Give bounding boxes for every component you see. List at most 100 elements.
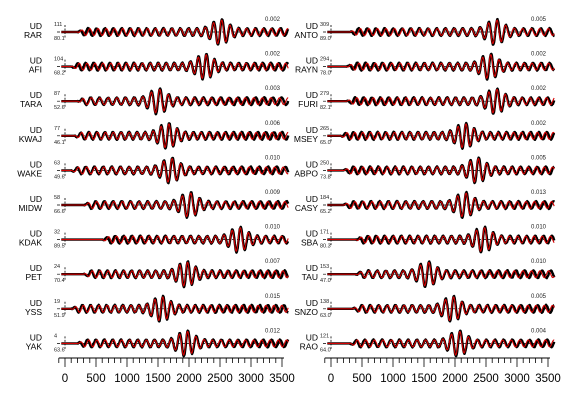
distance-label: 78.0 [320,71,331,77]
amplitude-label: 0.007 [265,259,281,265]
amplitude-label: 0.004 [531,328,547,334]
component-label: UD [30,21,42,31]
amplitude-label: 0.010 [531,259,547,265]
distance-label: 46.1 [54,140,65,146]
component-label: UD [306,90,318,100]
station-label: AFI [29,65,42,75]
azimuth-label: 111 [54,22,62,28]
observed-waveform [60,260,290,289]
station-label: RAYN [295,65,318,75]
tick-label: 1000 [114,373,140,385]
azimuth-label: 279 [320,91,329,97]
station-label: MIDW [18,203,42,213]
component-label: UD [30,229,42,239]
distance-label: 68.2 [54,71,65,77]
tick-label: 3500 [535,373,561,385]
amplitude-label: 0.002 [531,121,547,127]
synthetic-waveform [61,296,289,322]
distance-label: 80.1 [54,36,65,42]
distance-label: 89.5 [54,244,65,250]
tick-label: 500 [352,373,371,385]
tick-label: 1000 [380,373,406,385]
synthetic-waveform [327,19,555,45]
synthetic-waveform [327,331,555,356]
station-label: ABPO [294,168,318,178]
station-label: TAU [302,272,318,282]
tick-label: 3500 [269,373,295,385]
synthetic-waveform [61,88,289,114]
synthetic-waveform [327,158,555,183]
distance-label: 63.0 [320,313,331,319]
panel-2: UDANTO30989.00.005UDRAYN29478.00.002UDFU… [294,17,561,385]
distance-label: 63.6 [54,347,65,353]
distance-label: 64.0 [320,347,331,353]
synthetic-waveform [61,261,289,287]
azimuth-label: 121 [320,333,329,339]
amplitude-label: 0.006 [265,121,281,127]
tick-label: 2500 [473,373,499,385]
azimuth-label: 138 [320,299,329,305]
azimuth-label: 32 [54,230,60,236]
synthetic-waveform [327,227,555,252]
azimuth-label: 58 [54,195,60,201]
azimuth-label: 19 [54,299,60,305]
distance-label: 52.6 [54,105,65,111]
distance-label: 65.2 [320,209,331,215]
amplitude-label: 0.010 [265,225,281,231]
x-axis-2: 0 500 1000 1500 2000 2500 3000 3500 [324,357,561,385]
station-label: PET [25,272,42,282]
tick-label: 0 [328,373,334,385]
synthetic-waveform [61,227,289,252]
azimuth-label: 294 [320,57,329,63]
component-label: UD [30,263,42,273]
component-label: UD [306,125,318,135]
x-axis-1: 0 500 1000 1500 2000 2500 3000 3500 [58,357,295,385]
component-label: UD [306,159,318,169]
synthetic-waveform [327,261,555,287]
tick-label: 2000 [442,373,468,385]
component-label: UD [306,21,318,31]
component-label: UD [30,125,42,135]
tick-label: 3000 [504,373,530,385]
amplitude-label: 0.010 [531,225,547,231]
station-label: RAR [24,30,42,40]
distance-label: 82.1 [320,105,331,111]
synthetic-waveform [61,158,289,183]
azimuth-label: 87 [54,91,60,97]
station-label: MSEY [294,134,318,144]
component-label: UD [306,194,318,204]
distance-label: 49.6 [54,174,65,180]
tick-label: 3000 [238,373,264,385]
azimuth-label: 171 [320,230,329,236]
amplitude-label: 0.005 [531,155,547,161]
synthetic-waveform [61,331,289,356]
azimuth-label: 265 [320,126,329,132]
distance-label: 73.8 [320,174,331,180]
tick-label: 1500 [145,373,171,385]
station-label: YSS [25,307,42,317]
component-label: UD [30,298,42,308]
synthetic-waveform [327,123,555,149]
tick-label: 0 [62,373,68,385]
azimuth-label: 250 [320,160,329,166]
synthetic-waveform [61,192,289,218]
distance-label: 65.0 [320,140,331,146]
distance-label: 51.9 [54,313,65,319]
panel-1: UDRAR11180.10.002UDAFI10468.20.002UDTARA… [17,17,295,385]
amplitude-label: 0.002 [531,52,547,58]
station-label: ANTO [295,30,319,40]
component-label: UD [306,298,318,308]
azimuth-label: 77 [54,126,60,132]
